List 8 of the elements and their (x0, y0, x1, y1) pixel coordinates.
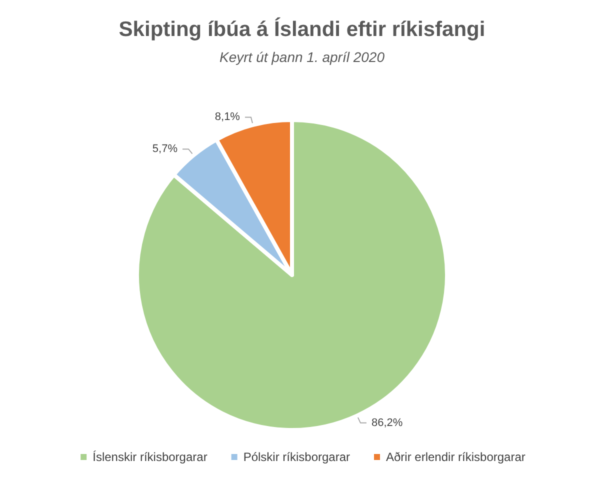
chart-title: Skipting íbúa á Íslandi eftir ríkisfangi (118, 17, 486, 41)
legend-label: Aðrir erlendir ríkisborgarar (386, 450, 526, 464)
data-label: 86,2% (371, 416, 403, 429)
data-label: 5,7% (152, 143, 178, 156)
data-label: 8,1% (214, 111, 240, 124)
legend-label: Íslenskir ríkisborgarar (92, 450, 208, 464)
chart-subtitle: Keyrt út þann 1. apríl 2020 (220, 49, 385, 65)
legend-label: Pólskir ríkisborgarar (243, 450, 350, 464)
